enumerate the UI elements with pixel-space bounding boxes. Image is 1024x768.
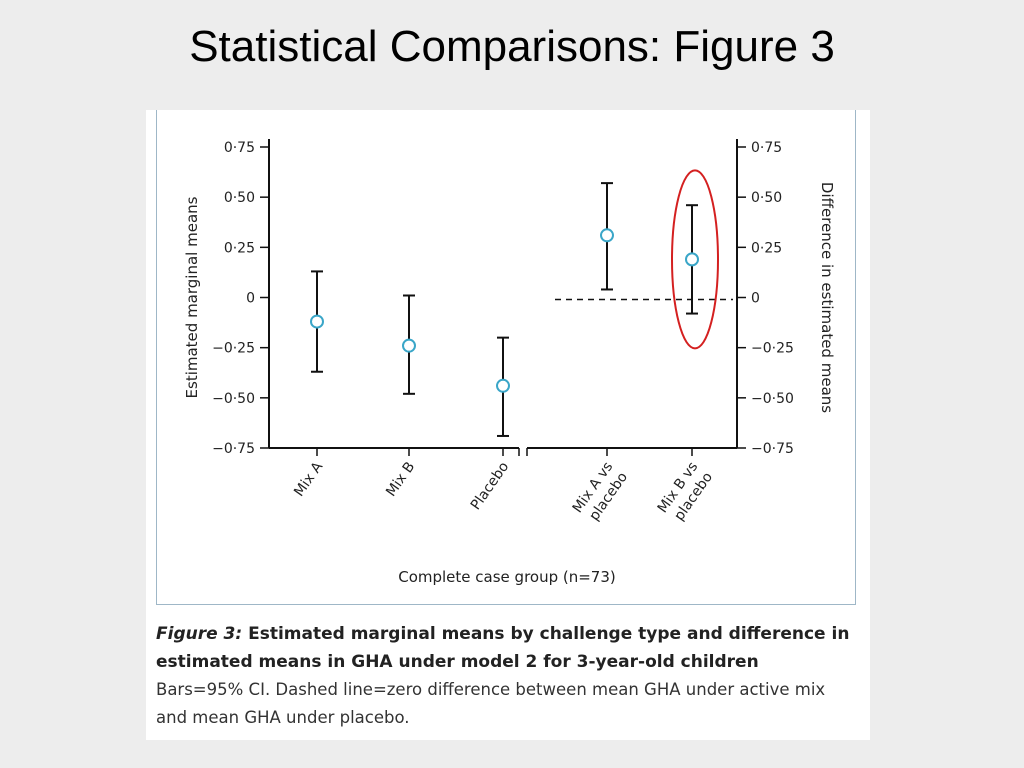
caption-heading: Figure 3: Estimated marginal means by ch… [156, 620, 856, 676]
right-point-mean-marker [685, 252, 699, 267]
right-y-tick-label: 0 [751, 291, 760, 307]
figure-caption: Figure 3: Estimated marginal means by ch… [156, 620, 856, 732]
right-point-mean-marker [600, 228, 614, 243]
right-y-tick-label: 0·25 [751, 240, 782, 256]
left-y-tick-label: −0·50 [212, 391, 255, 407]
highlight-ellipse [671, 169, 719, 350]
x-axis-title: Complete case group (n=73) [398, 568, 616, 586]
x-category-label-line: Mix A [291, 459, 326, 500]
left-y-tick-label: 0·25 [224, 240, 255, 256]
right-y-tick-label: 0·75 [751, 140, 782, 156]
x-category-label: Mix B vsplacebo [655, 459, 716, 526]
right-y-tick-label: −0·75 [751, 441, 794, 457]
x-category-label-line: Mix B [383, 459, 418, 500]
right-y-tick-label: −0·50 [751, 391, 794, 407]
left-point-mean-marker [496, 378, 510, 393]
x-category-label: Mix A [291, 459, 326, 500]
left-y-tick-label: −0·25 [212, 341, 255, 357]
left-point-mean-marker [310, 314, 324, 329]
left-y-tick-label: −0·75 [212, 441, 255, 457]
left-y-tick-label: 0·75 [224, 140, 255, 156]
left-y-tick-label: 0 [246, 291, 255, 307]
x-category-label: Mix B [383, 459, 418, 500]
left-point-mean-marker [402, 338, 416, 353]
left-y-axis-title: Estimated marginal means [183, 196, 201, 398]
x-category-label: Placebo [468, 459, 512, 513]
left-y-tick-label: 0·50 [224, 190, 255, 206]
x-category-label: Mix A vsplacebo [570, 459, 631, 526]
chart-frame: 0·75 0·75 0·50 0·50 0·25 0·25 0 0 −0·25 −0·25 −0·5… [156, 110, 856, 605]
right-y-axis-title: Difference in estimated means [818, 182, 836, 413]
caption-heading-text: Estimated marginal means by challenge ty… [156, 624, 850, 672]
x-category-label-line: Placebo [468, 459, 512, 513]
right-y-tick-label: −0·25 [751, 341, 794, 357]
figure-3-chart: 0·75 0·75 0·50 0·50 0·25 0·25 0 0 −0·25 −0·25 −0·5… [183, 139, 836, 586]
figure-panel: 0·75 0·75 0·50 0·50 0·25 0·25 0 0 −0·25 −0·25 −0·5… [146, 110, 870, 740]
slide-title: Statistical Comparisons: Figure 3 [189, 22, 835, 71]
caption-body: Bars=95% CI. Dashed line=zero difference… [156, 680, 826, 727]
right-y-tick-label: 0·50 [751, 190, 782, 206]
caption-figure-label: Figure 3: [156, 624, 243, 644]
